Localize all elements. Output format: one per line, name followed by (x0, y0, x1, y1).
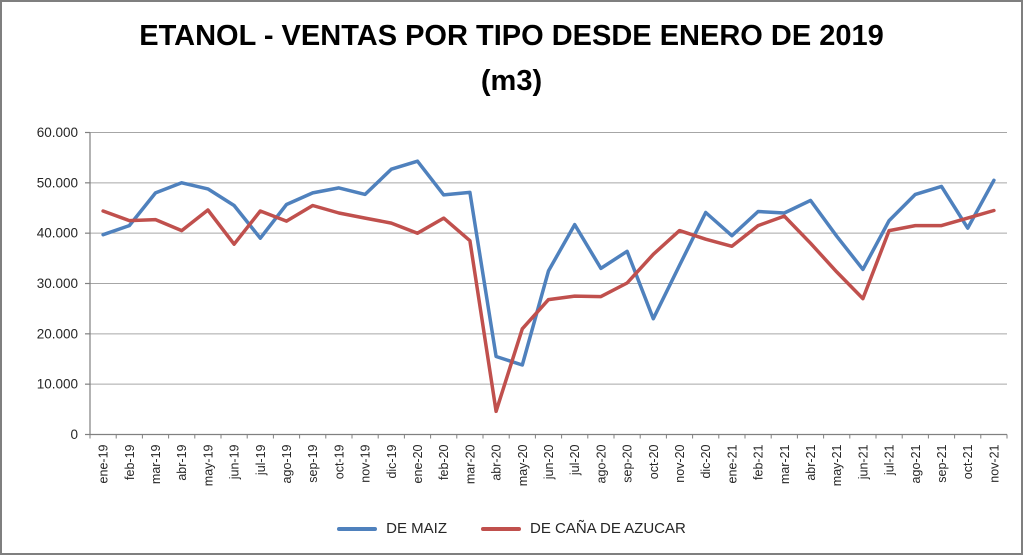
x-tick-label: may-20 (516, 444, 530, 486)
legend-item-1: DE CAÑA DE AZUCAR (480, 520, 686, 537)
legend-label: DE CAÑA DE AZUCAR (529, 520, 686, 537)
x-tick-label: ene-20 (411, 444, 425, 483)
x-tick-label: ago-19 (280, 444, 294, 483)
y-tick-label: 40.000 (37, 226, 78, 241)
x-tick-label: jul-21 (883, 444, 897, 476)
x-tick-label: dic-19 (385, 444, 399, 478)
x-tick-label: feb-21 (752, 444, 766, 479)
x-tick-label: jun-21 (856, 444, 870, 480)
series-line-0 (101, 159, 996, 367)
x-tick-label: dic-20 (699, 444, 713, 478)
x-tick-label: oct-21 (961, 444, 975, 479)
x-tick-label: jun-20 (542, 444, 556, 480)
x-tick-label: ene-19 (97, 444, 111, 483)
chart-title-line1: ETANOL - VENTAS POR TIPO DESDE ENERO DE … (139, 20, 884, 52)
x-tick-label: sep-19 (306, 444, 320, 482)
x-tick-label: ago-21 (909, 444, 923, 483)
x-tick-label: jul-19 (254, 444, 268, 476)
x-tick-label: ago-20 (594, 444, 608, 483)
x-tick-label: mar-19 (149, 444, 163, 484)
x-tick-label: may-21 (830, 444, 844, 486)
legend-line-swatch (480, 526, 521, 531)
legend-label: DE MAIZ (386, 520, 447, 537)
x-tick-label: sep-21 (935, 444, 949, 482)
x-tick-label: mar-21 (778, 444, 792, 484)
x-tick-label: nov-20 (673, 444, 687, 482)
x-tick-label: feb-20 (437, 444, 451, 479)
x-tick-label: abr-20 (490, 444, 504, 480)
y-tick-label: 30.000 (37, 276, 78, 291)
chart-title-line2: (m3) (480, 64, 543, 97)
y-tick-label: 50.000 (37, 175, 78, 190)
y-tick-label: 10.000 (37, 377, 78, 392)
x-tick-label: mar-20 (463, 444, 477, 484)
x-tick-label: nov-21 (987, 444, 1001, 482)
legend: DE MAIZ DE CAÑA DE AZUCAR (2, 520, 1021, 537)
x-tick-label: nov-19 (359, 444, 373, 482)
series-line-1 (101, 203, 996, 414)
x-tick-label: oct-19 (332, 444, 346, 479)
x-tick-label: abr-19 (175, 444, 189, 480)
x-tick-label: oct-20 (647, 444, 661, 479)
x-tick-label: feb-19 (123, 444, 137, 479)
x-tick-label: may-19 (201, 444, 215, 486)
x-tick-label: sep-20 (621, 444, 635, 482)
x-tick-label: jun-19 (228, 444, 242, 480)
y-tick-label: 0 (70, 427, 78, 442)
legend-item-0: DE MAIZ (337, 520, 447, 537)
x-tick-label: ene-21 (725, 444, 739, 483)
x-tick-label: jul-20 (568, 444, 582, 476)
y-tick-label: 20.000 (37, 326, 78, 341)
legend-line-swatch (337, 526, 378, 531)
y-tick-label: 60.000 (37, 125, 78, 140)
x-tick-label: abr-21 (804, 444, 818, 480)
chart-title: ETANOL - VENTAS POR TIPO DESDE ENERO DE … (2, 14, 1021, 104)
